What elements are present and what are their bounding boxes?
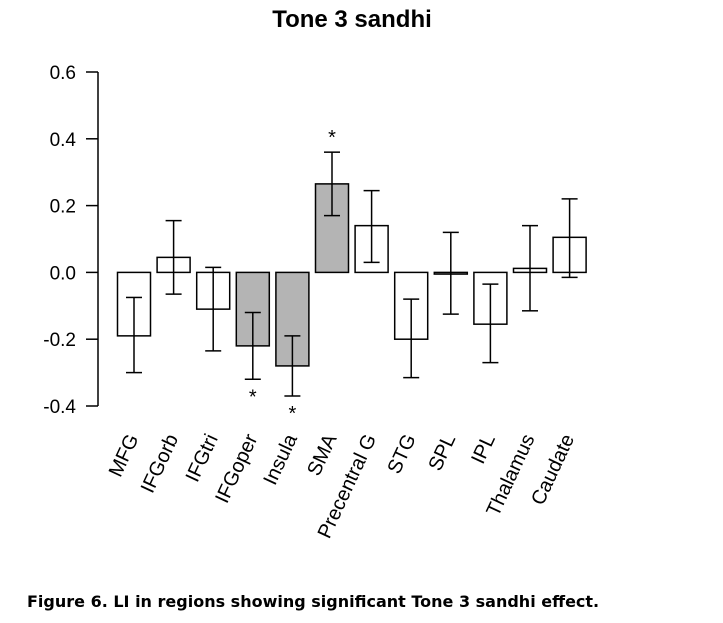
category-label: IFGtri [182, 431, 223, 486]
y-axis: -0.4 -0.2 0.0 0.2 0.4 0.6 [43, 63, 99, 418]
category-label: IPL [467, 431, 500, 468]
y-tick-label: 0.4 [50, 130, 77, 151]
significance-marker: * [328, 127, 336, 149]
category-label: STG [383, 431, 420, 478]
category-label: IFGorb [137, 431, 183, 497]
y-tick-label: 0.6 [50, 63, 76, 84]
bars: * * * [116, 127, 587, 425]
y-tick-label: -0.4 [43, 397, 76, 418]
y-tick-label: 0.0 [50, 263, 76, 284]
y-tick-label: 0.2 [50, 197, 76, 218]
significance-marker: * [249, 386, 257, 408]
category-label: SMA [303, 430, 342, 479]
category-label: Insula [259, 430, 302, 488]
category-label: SPL [424, 431, 460, 475]
significance-marker: * [289, 403, 297, 425]
figure-caption: Figure 6. LI in regions showing signific… [27, 592, 600, 611]
y-tick-label: -0.2 [43, 330, 76, 351]
chart-title: Tone 3 sandhi [272, 6, 432, 33]
category-label: MFG [105, 431, 144, 481]
